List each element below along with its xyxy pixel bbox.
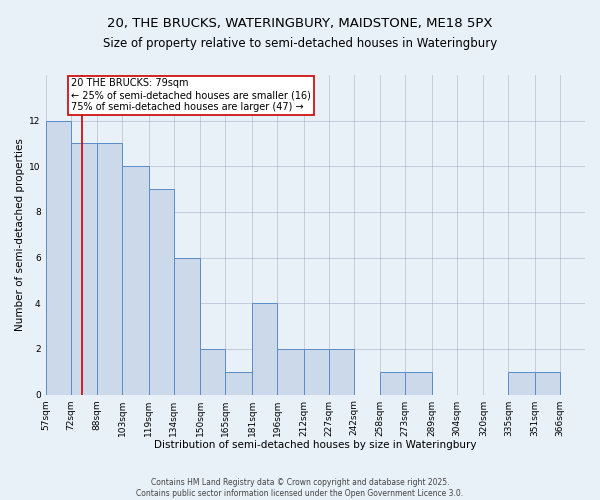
Bar (46, 120, 71, 394)
Bar (174, 258, 200, 394)
Text: Size of property relative to semi-detached houses in Wateringbury: Size of property relative to semi-detach… (103, 38, 497, 51)
Bar (329, 349, 353, 395)
Bar (122, 166, 149, 394)
Bar (508, 372, 535, 394)
Y-axis label: Number of semi-detached properties: Number of semi-detached properties (15, 138, 25, 331)
Bar (405, 372, 432, 394)
Bar (226, 372, 252, 394)
Bar (149, 189, 174, 394)
Text: 20 THE BRUCKS: 79sqm
← 25% of semi-detached houses are smaller (16)
75% of semi-: 20 THE BRUCKS: 79sqm ← 25% of semi-detac… (71, 78, 311, 112)
Bar (252, 304, 277, 394)
Text: Contains HM Land Registry data © Crown copyright and database right 2025.
Contai: Contains HM Land Registry data © Crown c… (136, 478, 464, 498)
Bar (97, 144, 122, 394)
Bar (71, 144, 97, 394)
Bar (535, 372, 560, 394)
Bar (277, 349, 304, 395)
X-axis label: Distribution of semi-detached houses by size in Wateringbury: Distribution of semi-detached houses by … (154, 440, 476, 450)
Text: 20, THE BRUCKS, WATERINGBURY, MAIDSTONE, ME18 5PX: 20, THE BRUCKS, WATERINGBURY, MAIDSTONE,… (107, 18, 493, 30)
Bar (304, 349, 329, 395)
Bar (200, 349, 226, 395)
Bar (380, 372, 405, 394)
